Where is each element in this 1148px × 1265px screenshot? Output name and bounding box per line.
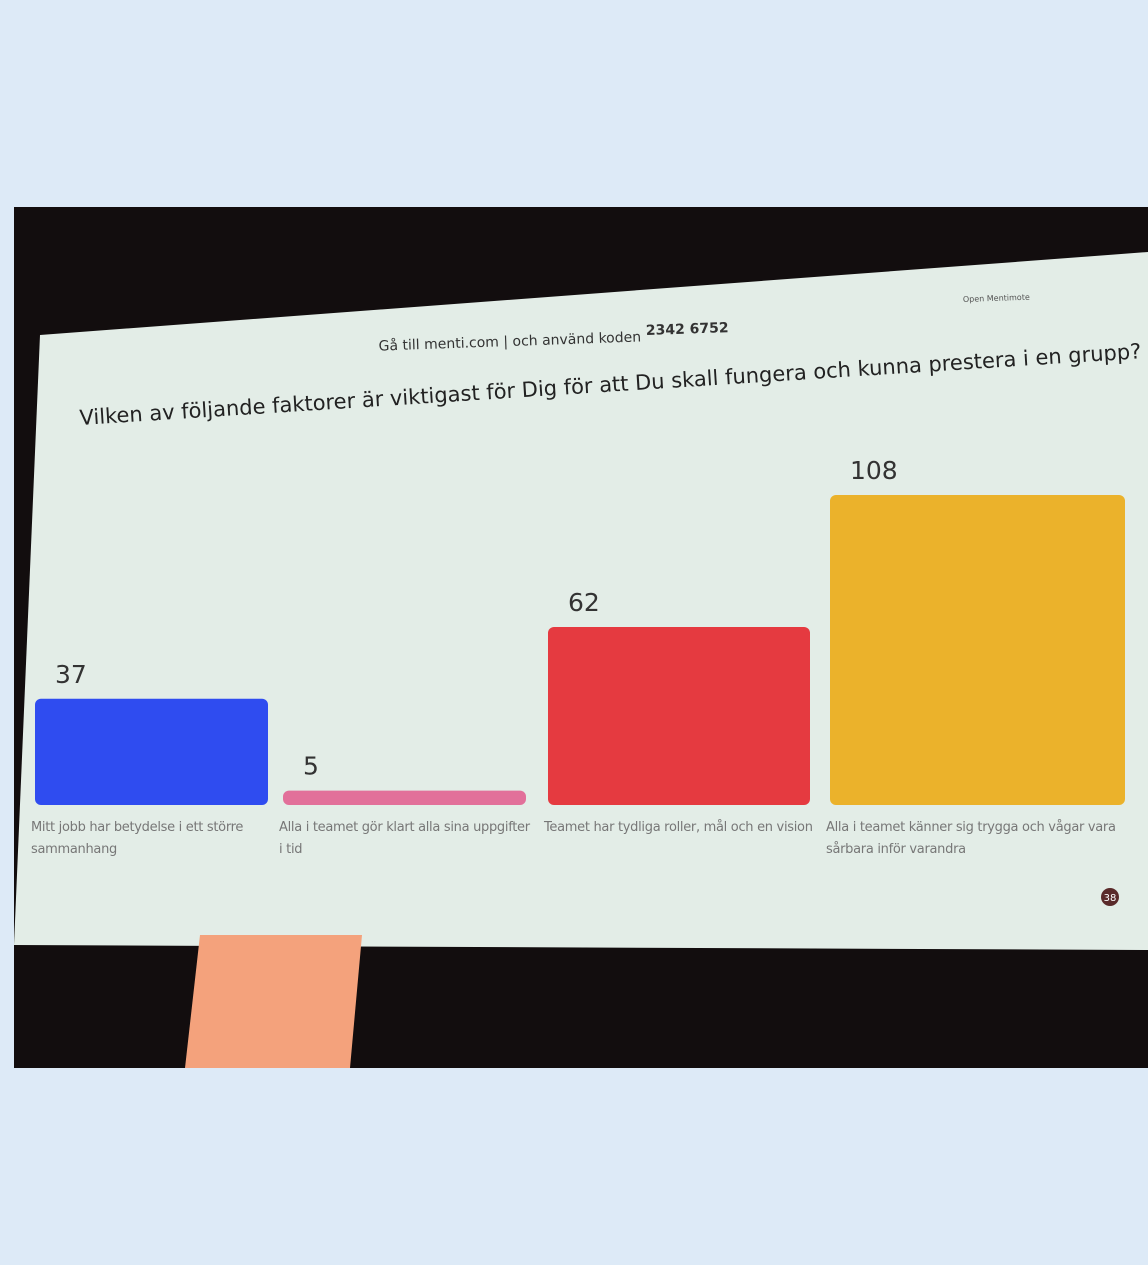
value-label: 62 [568, 588, 600, 617]
bar [35, 698, 268, 805]
bar [830, 495, 1125, 805]
bar [548, 627, 810, 805]
participants-badge [1101, 888, 1119, 906]
remote-button[interactable]: Open Mentimote [963, 293, 1030, 304]
category-label: Alla i teamet känner sig trygga och våga… [826, 820, 1116, 857]
category-label: Mitt jobb har betydelse i ett större sam… [31, 820, 244, 857]
bar [283, 790, 526, 805]
value-label: 108 [850, 456, 898, 485]
join-code: 2342 6752 [646, 320, 729, 339]
category-label: Teamet har tydliga roller, mål och en vi… [544, 820, 813, 835]
value-label: 5 [303, 752, 319, 781]
category-label: Alla i teamet gör klart alla sina uppgif… [279, 820, 530, 857]
value-label: 37 [55, 660, 87, 689]
participants-count: 38 [1104, 893, 1117, 904]
flipchart [185, 935, 362, 1068]
